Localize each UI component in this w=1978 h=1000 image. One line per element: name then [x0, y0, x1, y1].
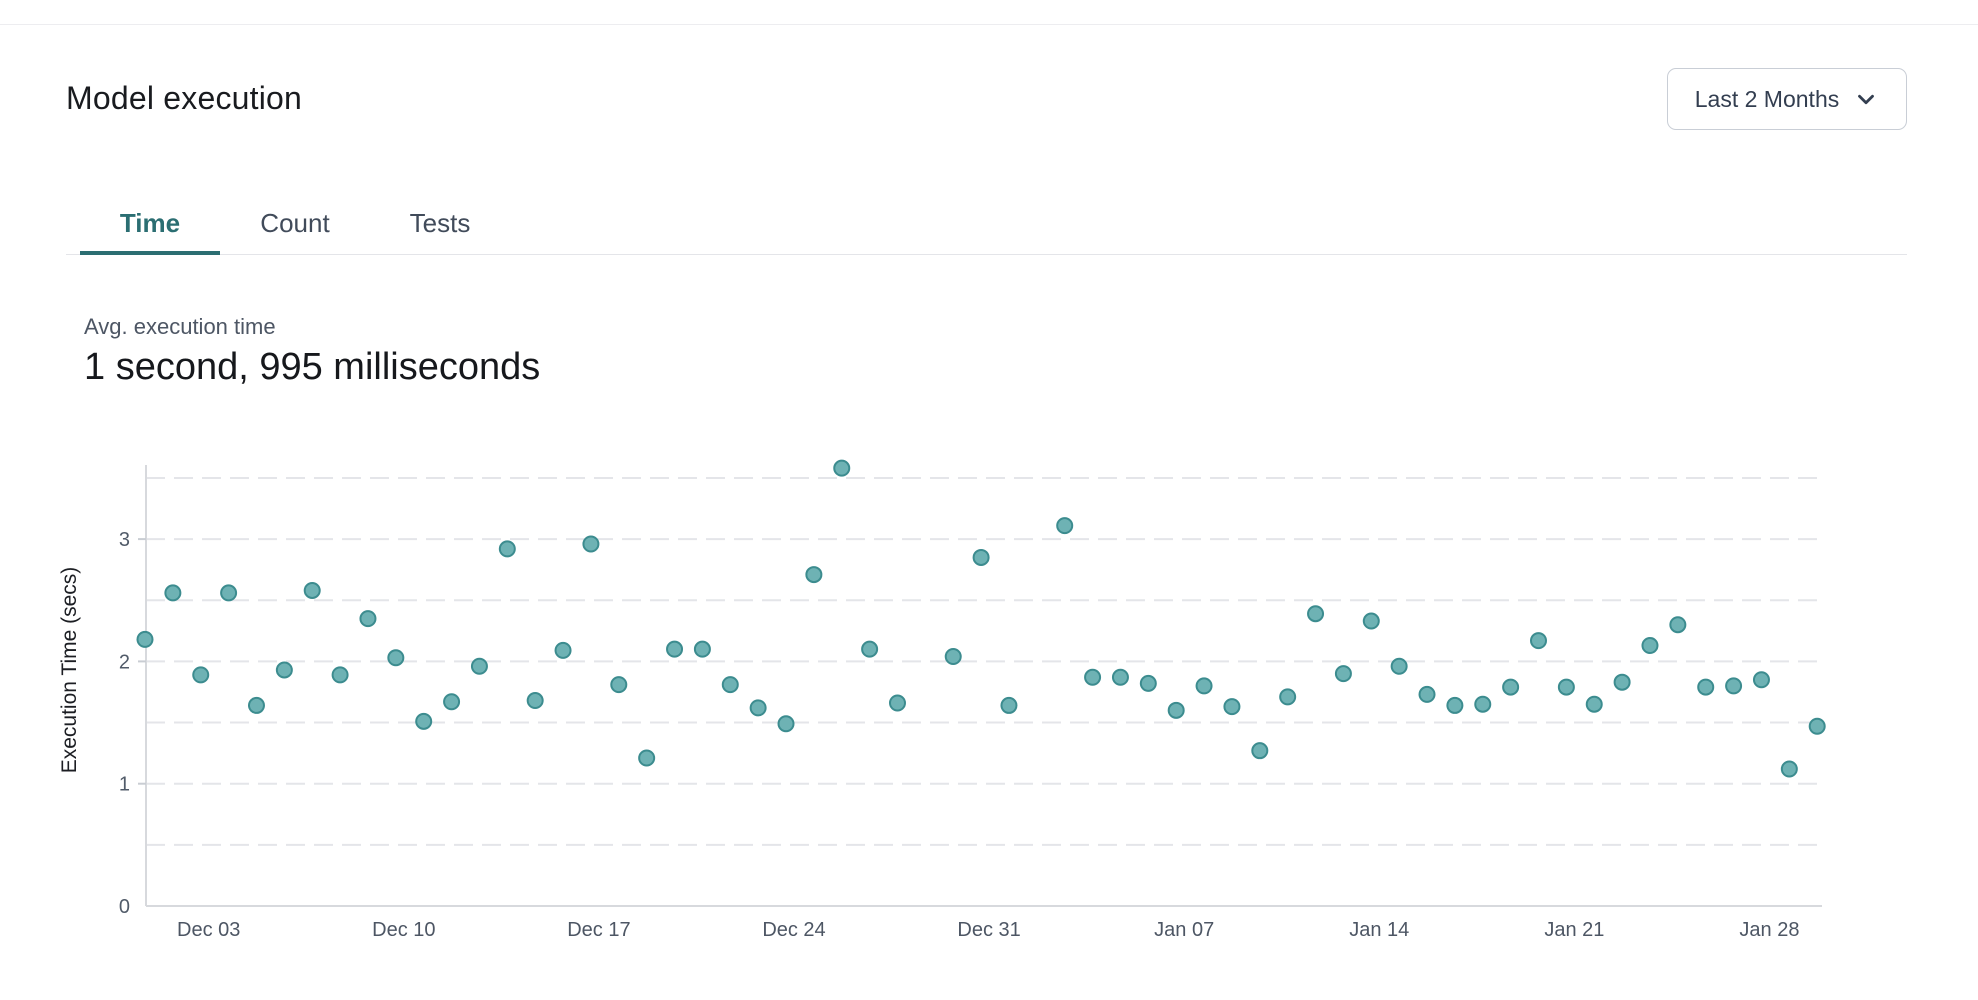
x-tick-label: Jan 21 — [1544, 919, 1604, 941]
data-point — [721, 676, 739, 694]
data-point — [610, 676, 628, 694]
data-point — [1279, 688, 1297, 706]
y-tick-label: 3 — [119, 529, 130, 551]
data-point — [1474, 695, 1492, 713]
x-tick-label: Dec 17 — [567, 919, 630, 941]
y-tick-label: 2 — [119, 651, 130, 673]
data-point — [1669, 616, 1687, 634]
data-point — [1334, 665, 1352, 683]
data-point — [192, 666, 210, 684]
data-point — [1307, 605, 1325, 623]
data-point — [1084, 668, 1102, 686]
data-point — [693, 640, 711, 658]
y-tick-label: 1 — [119, 774, 130, 796]
data-point — [136, 630, 154, 648]
data-point — [888, 694, 906, 712]
data-point — [1585, 695, 1603, 713]
chevron-down-icon — [1853, 86, 1879, 112]
data-point — [861, 640, 879, 658]
data-point — [1752, 671, 1770, 689]
data-point — [582, 535, 600, 553]
data-point — [1613, 673, 1631, 691]
data-point — [1223, 698, 1241, 716]
data-point — [1111, 668, 1129, 686]
data-point — [247, 696, 265, 714]
data-point — [554, 641, 572, 659]
data-point — [638, 749, 656, 767]
date-range-value: Last 2 Months — [1694, 85, 1840, 112]
data-point — [944, 648, 962, 666]
data-point — [1502, 678, 1520, 696]
x-tick-label: Dec 03 — [177, 919, 240, 941]
data-point — [220, 584, 238, 602]
data-point — [1000, 696, 1018, 714]
x-tick-label: Dec 31 — [957, 919, 1020, 941]
data-point — [972, 548, 990, 566]
data-point — [1418, 685, 1436, 703]
x-tick-label: Dec 24 — [762, 919, 825, 941]
tab-count[interactable]: Count — [260, 208, 330, 238]
data-point — [1056, 517, 1074, 535]
data-point — [1362, 612, 1380, 630]
data-point — [1697, 678, 1715, 696]
data-point — [1725, 677, 1743, 695]
x-tick-label: Dec 10 — [372, 919, 435, 941]
data-point — [415, 712, 433, 730]
data-point — [1390, 657, 1408, 675]
x-tick-label: Jan 28 — [1739, 919, 1799, 941]
stat-label: Avg. execution time — [84, 314, 276, 339]
data-point — [749, 699, 767, 717]
tab-bar: Time Count Tests — [66, 196, 1907, 255]
data-point — [164, 584, 182, 602]
data-point — [1780, 760, 1798, 778]
data-point — [275, 661, 293, 679]
data-point — [1167, 701, 1185, 719]
data-point — [1195, 677, 1213, 695]
x-tick-label: Jan 07 — [1154, 919, 1214, 941]
data-point — [526, 692, 544, 710]
date-range-dropdown[interactable]: Last 2 Months — [1667, 68, 1907, 130]
data-point — [777, 715, 795, 733]
data-point — [1808, 717, 1826, 735]
y-tick-label: 0 — [119, 896, 130, 918]
data-point — [359, 610, 377, 628]
data-point — [387, 649, 405, 667]
data-point — [443, 693, 461, 711]
data-point — [331, 666, 349, 684]
top-divider — [0, 24, 1978, 25]
y-axis-title: Execution Time (secs) — [58, 567, 81, 774]
data-point — [498, 540, 516, 558]
tab-tests[interactable]: Tests — [409, 208, 471, 238]
data-point — [666, 640, 684, 658]
stat-value: 1 second, 995 milliseconds — [84, 346, 541, 388]
data-point — [470, 657, 488, 675]
tab-time[interactable]: Time — [80, 196, 220, 255]
data-point — [1641, 637, 1659, 655]
data-point — [833, 459, 851, 477]
data-point — [303, 581, 321, 599]
data-point — [1139, 674, 1157, 692]
x-tick-label: Jan 14 — [1349, 919, 1409, 941]
data-point — [1530, 632, 1547, 650]
data-point — [1557, 678, 1575, 696]
data-point — [1251, 742, 1269, 760]
page-title: Model execution — [66, 80, 303, 116]
data-point — [805, 566, 823, 584]
data-point — [1446, 696, 1464, 714]
